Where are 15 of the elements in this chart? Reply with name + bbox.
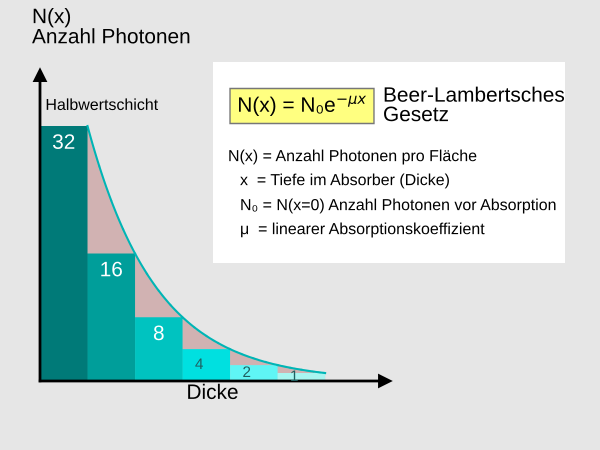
data-label: 8 [154,325,164,340]
x-axis-title: Dicke [188,384,238,400]
text: Beer-Lambertsches Gesetz [384,86,564,122]
data-label: 4 [195,358,203,370]
data-label: 1 [291,370,298,381]
text: Halbwertschicht [46,98,158,110]
data-label: 32 [52,134,74,149]
annotation: μ = linearer Absorptionskoeffizient [241,222,485,238]
text: N(x) = N₀e$^{−μx}$ [239,96,366,116]
data-label: 2 [243,366,250,377]
data-label: 16 [101,262,122,276]
annotation: N(x) = Anzahl Photonen pro Fläche [229,150,476,164]
y-axis-title: N(x) Anzahl Photonen [32,8,190,44]
annotation: x = Tiefe im Absorber (Dicke) [240,174,449,188]
annotation: N₀ = N(x=0) Anzahl Photonen vor Absorption [241,198,556,214]
